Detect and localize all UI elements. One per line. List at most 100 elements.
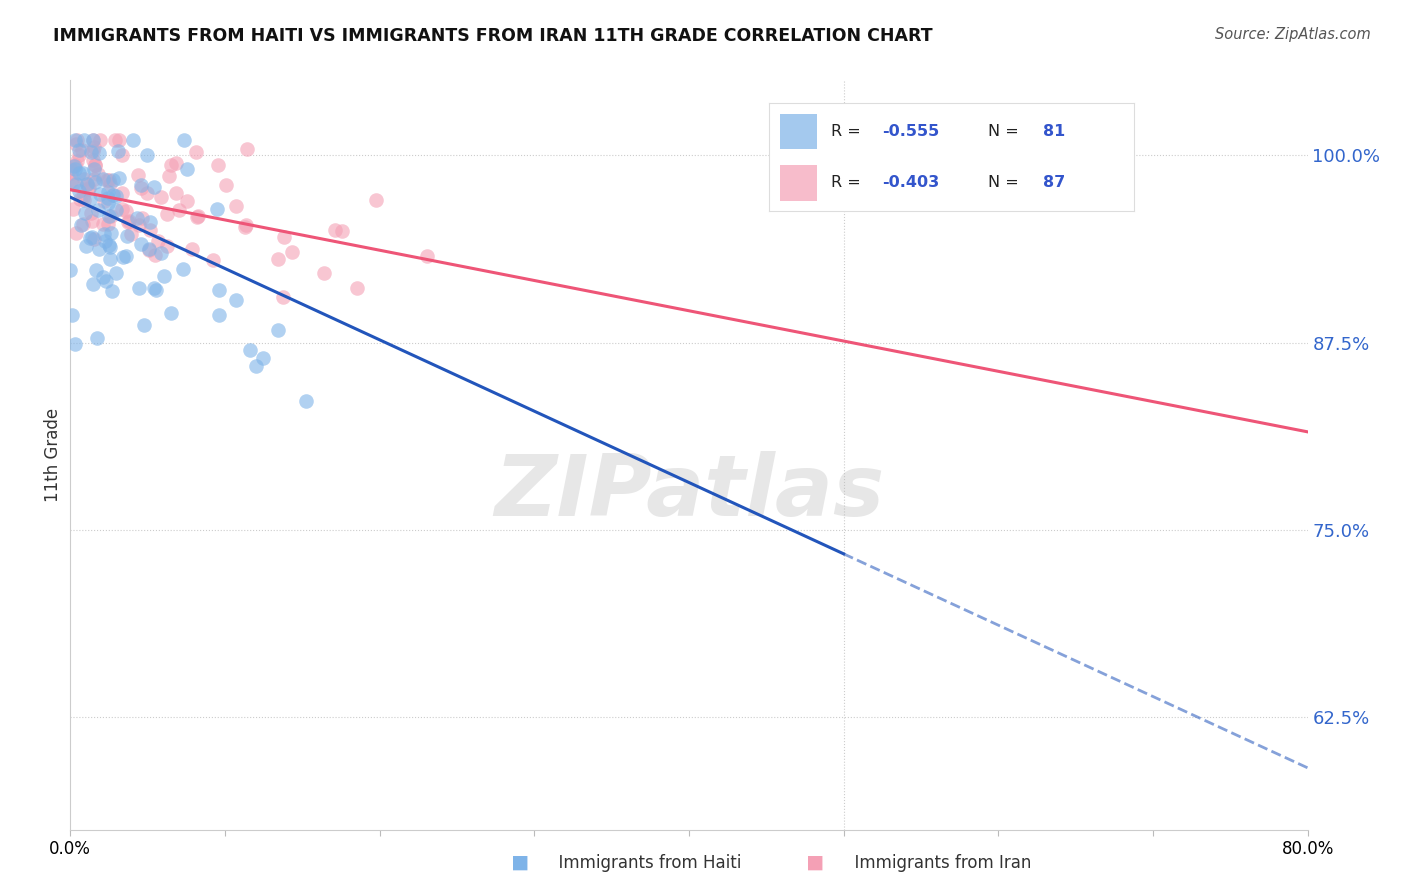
Point [59, 161, 82, 176]
Point [160, 158, 183, 172]
Point [65, 178, 87, 192]
Point [87, 167, 110, 181]
Point [165, 186, 187, 200]
Point [94, 274, 117, 288]
Point [172, 262, 194, 277]
Text: Immigrants from Iran: Immigrants from Iran [844, 855, 1031, 872]
Point [82, 277, 104, 291]
Point [76, 177, 98, 191]
Point [76, 239, 98, 253]
Point [83, 175, 105, 189]
Point [83, 162, 105, 177]
Point [72, 193, 94, 207]
Point [67, 148, 90, 162]
Point [111, 202, 134, 216]
Point [82, 133, 104, 147]
Point [235, 220, 257, 235]
Point [97, 191, 120, 205]
Point [97, 173, 120, 187]
Point [136, 186, 159, 200]
Point [63, 336, 86, 351]
Point [267, 252, 290, 266]
Point [143, 248, 166, 262]
Point [98, 252, 121, 267]
Point [235, 218, 257, 232]
Point [93, 227, 115, 242]
Point [79, 231, 101, 245]
Text: ◼: ◼ [510, 853, 530, 872]
Point [312, 266, 335, 280]
Point [115, 229, 138, 244]
Text: ZIPatlas: ZIPatlas [494, 450, 884, 534]
Point [91, 217, 114, 231]
Point [143, 281, 166, 295]
Point [239, 343, 262, 357]
Point [60, 166, 83, 180]
Point [86, 331, 108, 345]
Point [97, 217, 120, 231]
Point [100, 240, 122, 254]
Point [79, 192, 101, 206]
Point [266, 323, 288, 337]
Point [207, 158, 229, 172]
Point [89, 187, 111, 202]
Point [96, 173, 118, 187]
Point [65, 158, 87, 172]
Point [295, 393, 318, 408]
Text: Source: ZipAtlas.com: Source: ZipAtlas.com [1215, 27, 1371, 42]
Point [366, 193, 388, 207]
Point [176, 194, 198, 209]
Point [77, 182, 100, 196]
Point [83, 232, 105, 246]
Point [180, 242, 202, 256]
Point [67, 184, 90, 198]
Point [98, 177, 121, 191]
Point [108, 170, 131, 185]
Point [66, 153, 89, 168]
Point [156, 207, 179, 221]
Point [72, 166, 94, 180]
Point [62, 202, 84, 217]
Point [225, 293, 247, 307]
Point [86, 263, 108, 277]
Point [271, 290, 294, 304]
Point [60, 308, 83, 322]
Point [201, 252, 224, 267]
Point [186, 145, 208, 160]
Point [83, 139, 105, 153]
Point [66, 133, 89, 147]
Point [60, 174, 83, 188]
Point [100, 209, 122, 223]
Point [139, 214, 162, 228]
Point [135, 148, 157, 162]
Point [157, 169, 180, 184]
Point [245, 359, 267, 373]
Point [72, 217, 94, 231]
Point [236, 142, 259, 156]
Point [111, 250, 134, 264]
Point [132, 318, 155, 332]
Point [118, 214, 141, 228]
Point [208, 308, 231, 322]
Point [156, 239, 179, 253]
Point [70, 218, 93, 232]
Point [153, 268, 176, 283]
Point [146, 234, 169, 248]
Point [93, 194, 115, 209]
Point [346, 280, 368, 294]
Point [82, 214, 104, 228]
Point [127, 168, 149, 182]
Point [79, 181, 101, 195]
Point [330, 224, 353, 238]
Point [107, 145, 129, 159]
Point [89, 133, 111, 147]
Point [83, 172, 105, 186]
Point [70, 143, 93, 157]
Point [131, 211, 153, 226]
Point [121, 133, 143, 147]
Point [281, 244, 304, 259]
Point [59, 262, 82, 277]
Point [67, 165, 90, 179]
Point [82, 144, 104, 158]
Point [87, 146, 110, 161]
